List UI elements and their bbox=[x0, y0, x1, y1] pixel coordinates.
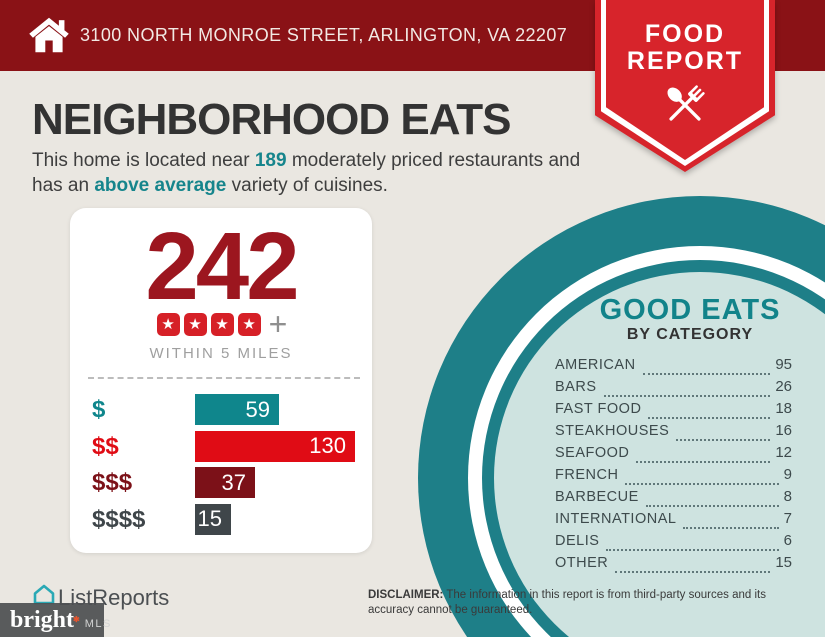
category-row: INTERNATIONAL 7 bbox=[555, 510, 792, 532]
price-bar: 130 bbox=[195, 430, 355, 462]
category-row: BARS 26 bbox=[555, 378, 792, 400]
price-tier-label: $$ bbox=[92, 432, 119, 460]
category-list: AMERICAN 95 BARS 26 FAST FOOD 18 STEAKHOUSES 16… bbox=[555, 356, 792, 576]
star-rating: ★ ★ ★ ★ + bbox=[70, 306, 372, 342]
dot-leader bbox=[683, 527, 779, 529]
price-tier-label: $$$$ bbox=[92, 505, 146, 533]
ribbon-title-line1: FOOD bbox=[644, 20, 726, 48]
category-name: AMERICAN bbox=[555, 357, 636, 373]
intro-text: This home is located near bbox=[32, 150, 255, 171]
dot-leader bbox=[615, 571, 771, 573]
category-name: FAST FOOD bbox=[555, 401, 642, 417]
price-row: $59 bbox=[70, 394, 372, 425]
radius-label: WITHIN 5 MILES bbox=[149, 345, 293, 362]
category-name: OTHER bbox=[555, 555, 609, 571]
category-name: DELIS bbox=[555, 533, 600, 549]
category-name: BARS bbox=[555, 379, 597, 395]
category-name: STEAKHOUSES bbox=[555, 423, 670, 439]
price-bar-value: 15 bbox=[197, 506, 222, 531]
cuisine-variety-highlight: above average bbox=[94, 175, 227, 196]
category-value: 26 bbox=[775, 378, 792, 395]
category-value: 95 bbox=[775, 356, 792, 373]
bright-mls-sub: MLS bbox=[84, 618, 112, 630]
dot-leader bbox=[636, 461, 771, 463]
disclaimer: DISCLAIMER: The information in this repo… bbox=[368, 588, 800, 617]
price-tier-label: $$$ bbox=[92, 469, 133, 496]
category-name: INTERNATIONAL bbox=[555, 511, 677, 527]
star-icon: ★ bbox=[237, 313, 261, 336]
category-value: 8 bbox=[783, 488, 792, 505]
price-bar-value: 37 bbox=[221, 469, 246, 495]
price-bar: 37 bbox=[195, 467, 255, 498]
intro-description: This home is located near 189 moderately… bbox=[32, 148, 580, 198]
fork-spoon-icon bbox=[658, 78, 712, 137]
property-address: 3100 NORTH MONROE STREET, ARLINGTON, VA … bbox=[80, 25, 568, 45]
category-value: 6 bbox=[783, 532, 792, 549]
bright-mls-wordmark: bright✱ bbox=[10, 607, 80, 633]
intro-text: has an bbox=[32, 175, 95, 196]
good-eats-subtitle: BY CATEGORY bbox=[626, 326, 754, 343]
dot-leader bbox=[648, 417, 771, 419]
dot-leader bbox=[606, 549, 779, 551]
dot-leader bbox=[676, 439, 771, 441]
listreports-house-icon bbox=[32, 583, 56, 611]
price-bar-value: 59 bbox=[245, 396, 270, 422]
price-tier-label: $ bbox=[92, 396, 106, 423]
page-title: NEIGHBORHOOD EATS bbox=[32, 95, 511, 144]
price-bar-value: 130 bbox=[309, 433, 346, 458]
price-row: $$$ 37 bbox=[70, 467, 372, 498]
category-value: 7 bbox=[783, 510, 792, 527]
category-row: OTHER 15 bbox=[555, 554, 792, 576]
category-row: AMERICAN 95 bbox=[555, 356, 792, 378]
category-name: FRENCH bbox=[555, 467, 619, 483]
star-icon: ★ bbox=[210, 313, 234, 336]
good-eats-title: GOOD EATS bbox=[599, 294, 781, 326]
category-row: BARBECUE 8 bbox=[555, 488, 792, 510]
price-row: $$$$ 15 bbox=[70, 503, 372, 535]
disclaimer-text: The information in this report is from t… bbox=[368, 589, 766, 616]
plus-icon: + bbox=[268, 306, 288, 342]
category-name: SEAFOOD bbox=[555, 445, 630, 461]
trademark-icon: ✱ bbox=[73, 615, 80, 624]
food-report-ribbon: FOOD REPORT bbox=[595, 0, 775, 172]
category-value: 9 bbox=[783, 466, 792, 483]
price-row: $$ 130 bbox=[70, 430, 372, 462]
category-row: DELIS 6 bbox=[555, 532, 792, 554]
price-tier-bar-chart: $59 $$ 130 $$$ 37 $$$$ 15 bbox=[70, 394, 372, 540]
category-value: 15 bbox=[775, 554, 792, 571]
dashed-divider bbox=[88, 377, 360, 379]
category-name: BARBECUE bbox=[555, 489, 639, 505]
total-restaurant-count: 242 bbox=[145, 213, 299, 320]
dot-leader bbox=[603, 395, 771, 397]
star-icon: ★ bbox=[183, 313, 207, 336]
restaurant-summary-card: 242 ★ ★ ★ ★ + WITHIN 5 MILES $59 $$ 130 $$$ 37 $$… bbox=[70, 208, 372, 553]
category-row: STEAKHOUSES 16 bbox=[555, 422, 792, 444]
home-icon bbox=[28, 15, 70, 60]
category-row: SEAFOOD 12 bbox=[555, 444, 792, 466]
category-value: 12 bbox=[775, 444, 792, 461]
category-row: FAST FOOD 18 bbox=[555, 400, 792, 422]
intro-text: variety of cuisines. bbox=[226, 175, 388, 196]
intro-text: moderately priced restaurants and bbox=[286, 150, 581, 171]
bright-mls-logo: bright✱ MLS bbox=[0, 603, 110, 637]
price-bar: 15 bbox=[195, 503, 231, 535]
dot-leader bbox=[625, 483, 779, 485]
ribbon-title-line2: REPORT bbox=[626, 47, 744, 75]
category-row: FRENCH 9 bbox=[555, 466, 792, 488]
category-value: 18 bbox=[775, 400, 792, 417]
price-bar: 59 bbox=[195, 394, 279, 425]
dot-leader bbox=[645, 505, 779, 507]
disclaimer-label: DISCLAIMER: bbox=[368, 589, 444, 601]
category-value: 16 bbox=[775, 422, 792, 439]
star-icon: ★ bbox=[156, 313, 180, 336]
restaurant-count: 189 bbox=[254, 150, 287, 171]
dot-leader bbox=[642, 373, 771, 375]
